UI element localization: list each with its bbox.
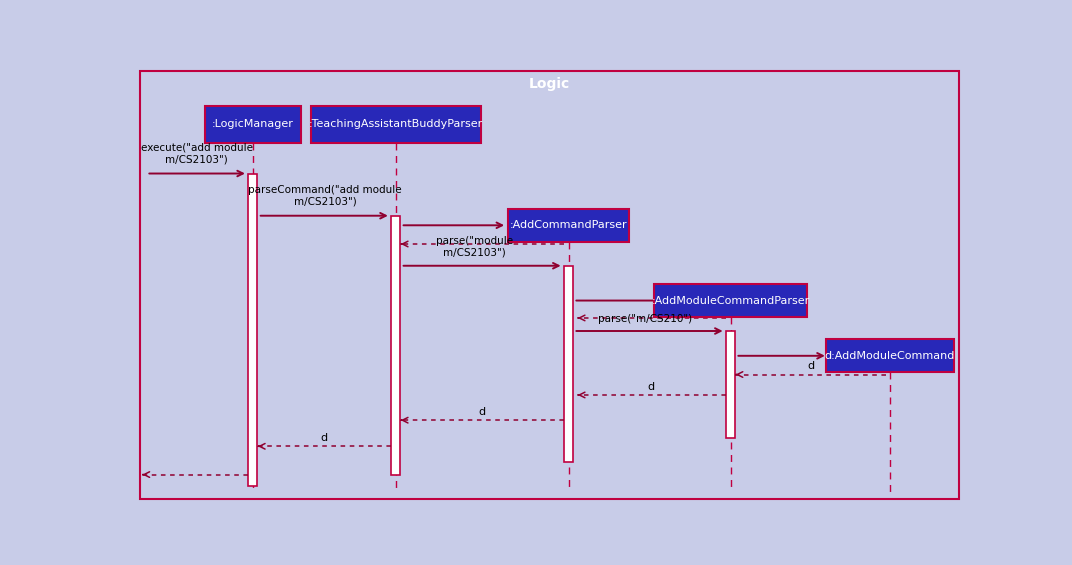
Text: d:AddModuleCommand: d:AddModuleCommand bbox=[824, 351, 955, 361]
Text: d: d bbox=[807, 362, 815, 371]
FancyBboxPatch shape bbox=[726, 301, 735, 313]
FancyBboxPatch shape bbox=[654, 284, 807, 317]
FancyBboxPatch shape bbox=[508, 209, 629, 242]
FancyBboxPatch shape bbox=[249, 173, 257, 486]
Text: parse("m/CS210"): parse("m/CS210") bbox=[598, 315, 693, 324]
Text: d: d bbox=[478, 407, 486, 417]
FancyBboxPatch shape bbox=[139, 71, 959, 499]
FancyBboxPatch shape bbox=[825, 340, 954, 372]
FancyBboxPatch shape bbox=[205, 106, 300, 143]
Text: :LogicManager: :LogicManager bbox=[212, 119, 294, 129]
Text: :AddModuleCommandParser: :AddModuleCommandParser bbox=[652, 295, 809, 306]
Text: parseCommand("add module
m/CS2103"): parseCommand("add module m/CS2103") bbox=[249, 185, 402, 206]
Text: execute("add module
m/CS2103"): execute("add module m/CS2103") bbox=[140, 143, 253, 164]
FancyBboxPatch shape bbox=[726, 331, 735, 437]
FancyBboxPatch shape bbox=[885, 356, 895, 368]
Text: :TeachingAssistantBuddyParser: :TeachingAssistantBuddyParser bbox=[309, 119, 482, 129]
FancyBboxPatch shape bbox=[564, 225, 574, 237]
Text: parse("module
m/CS2103"): parse("module m/CS2103") bbox=[436, 236, 513, 258]
Text: :AddCommandParser: :AddCommandParser bbox=[509, 220, 627, 231]
Text: d: d bbox=[647, 382, 654, 392]
FancyBboxPatch shape bbox=[311, 106, 481, 143]
FancyBboxPatch shape bbox=[564, 266, 574, 462]
FancyBboxPatch shape bbox=[391, 216, 400, 475]
Text: Logic: Logic bbox=[528, 77, 570, 91]
Text: d: d bbox=[321, 433, 328, 444]
